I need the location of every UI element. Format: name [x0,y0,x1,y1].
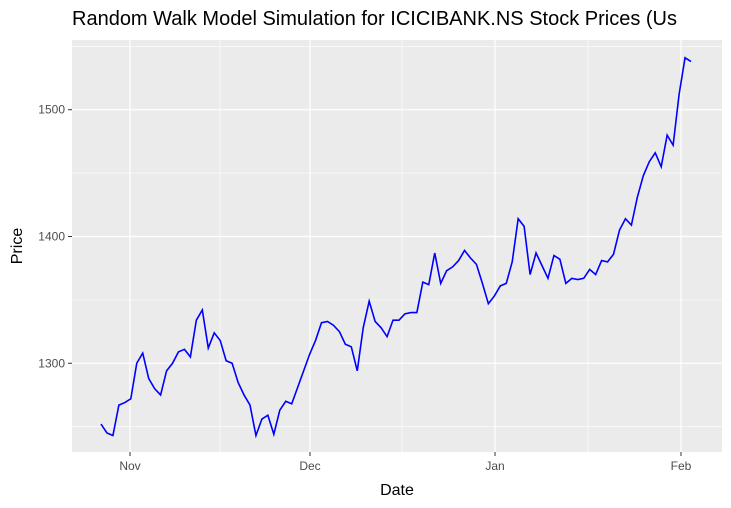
y-tick-label: 1300 [38,356,65,370]
x-axis-title: Date [380,482,414,499]
x-tick-label: Feb [671,459,692,473]
y-axis-ticks: 1300 1400 1500 [38,103,72,370]
plot-panel [72,40,722,452]
major-gridlines [72,40,722,452]
x-tick-label: Dec [299,459,320,473]
x-tick-label: Nov [119,459,140,473]
y-tick-label: 1400 [38,229,65,243]
chart-title: Random Walk Model Simulation for ICICIBA… [72,8,677,30]
minor-gridlines [72,40,722,452]
x-tick-label: Jan [485,459,504,473]
y-axis-title: Price [9,228,26,265]
y-tick-label: 1500 [38,103,65,117]
x-axis-ticks: Nov Dec Jan Feb [119,452,692,473]
price-series-line [100,56,692,439]
